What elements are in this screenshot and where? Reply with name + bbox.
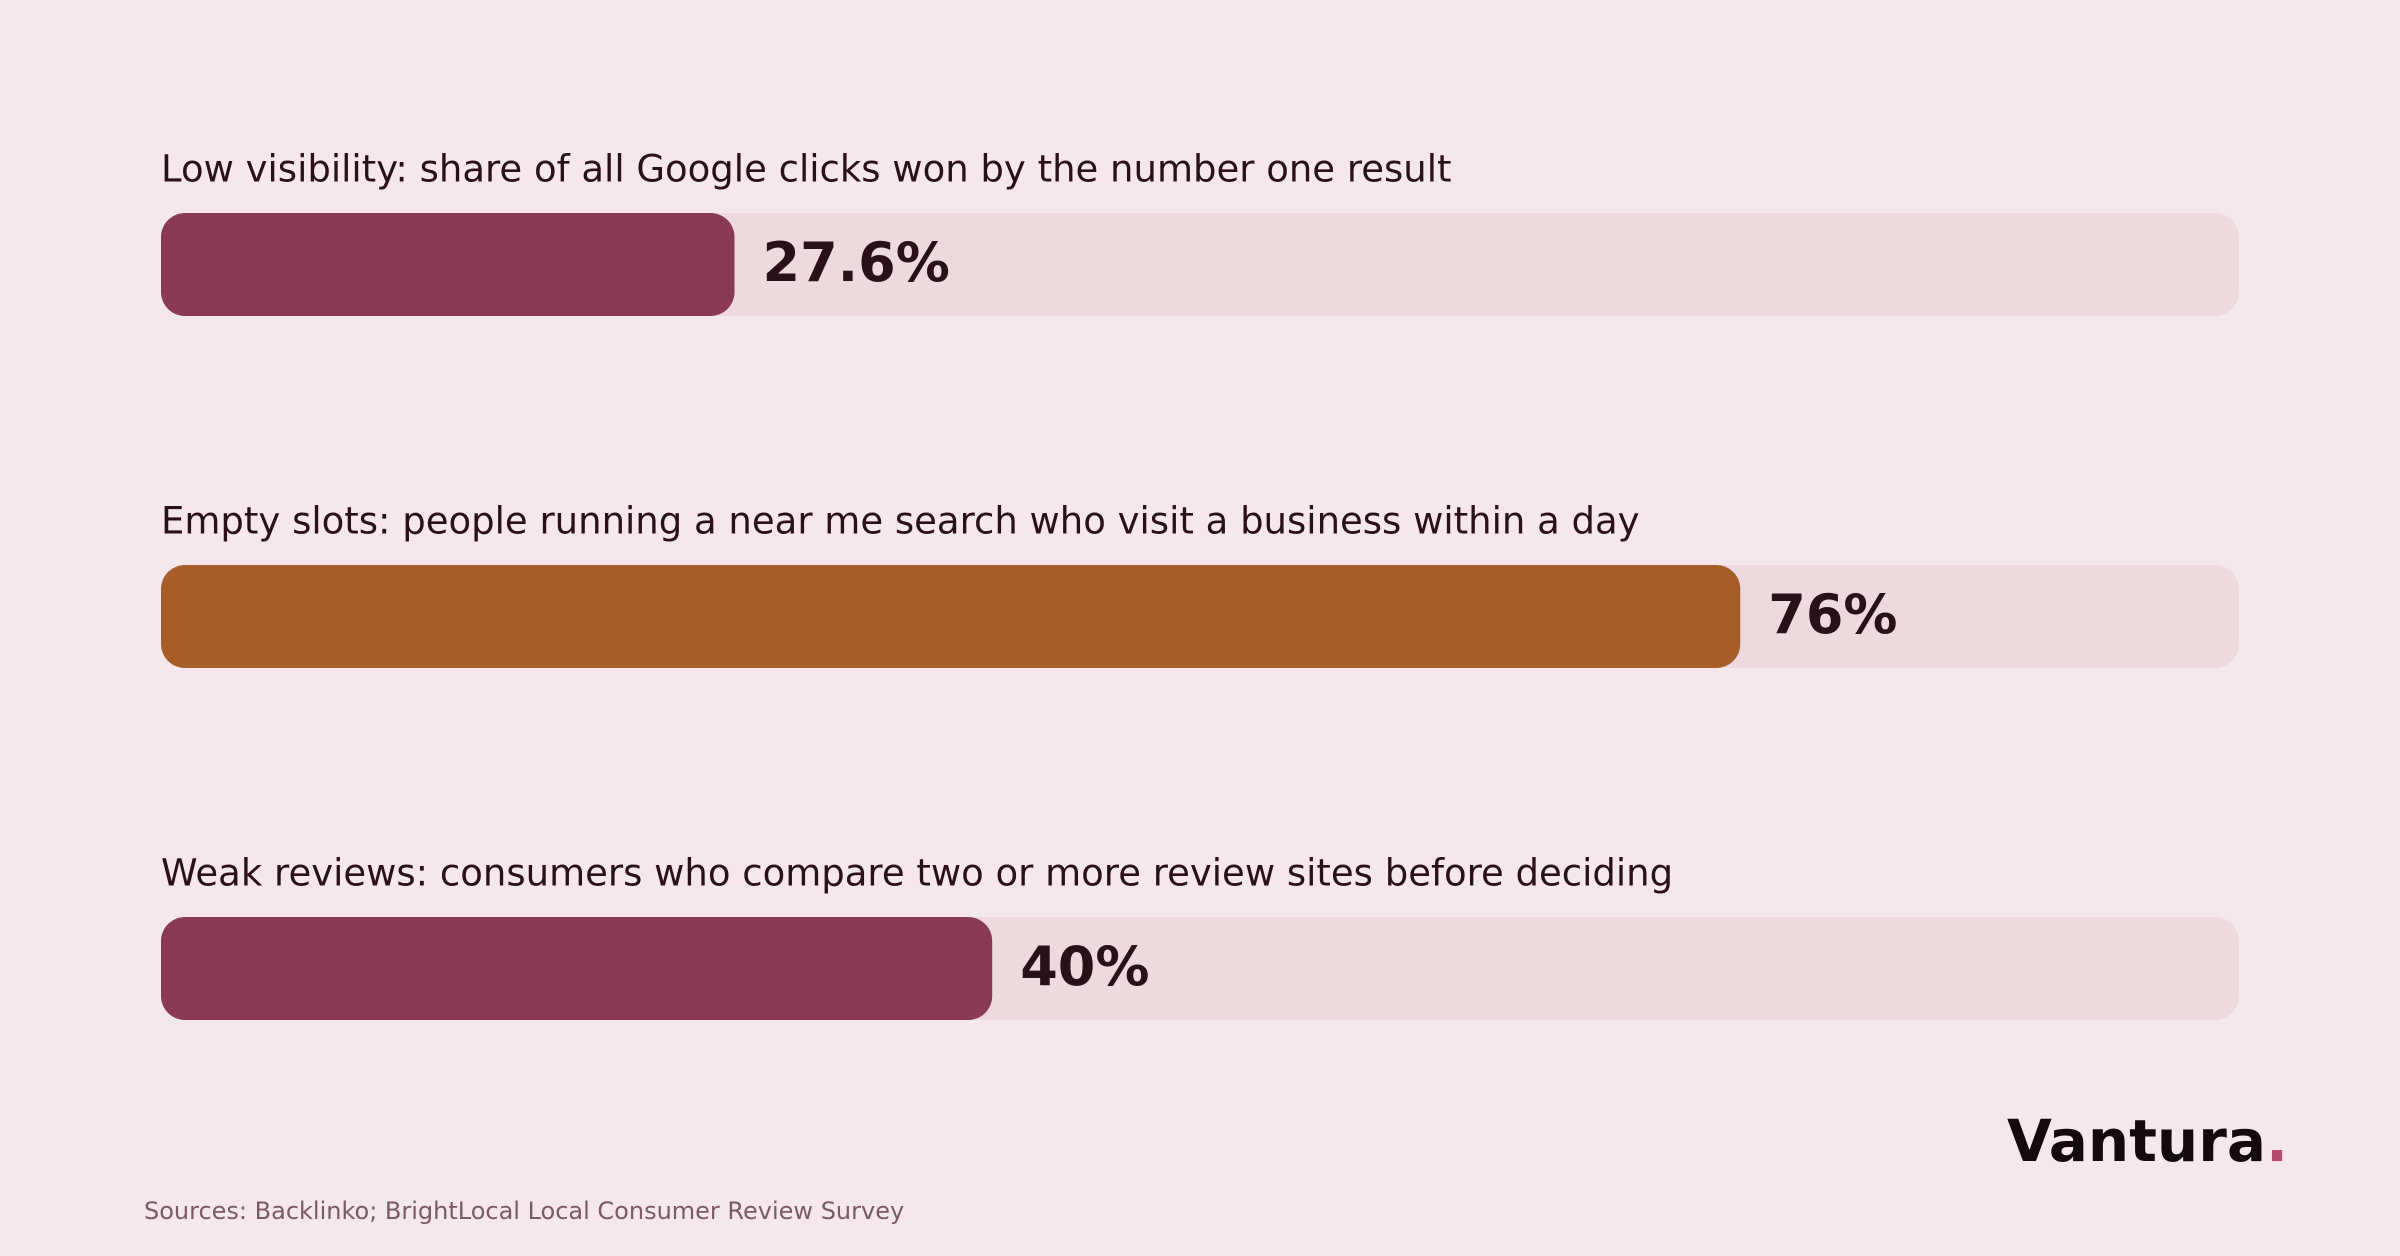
value-label: 40% bbox=[1020, 935, 1149, 998]
brand-dot: . bbox=[2266, 1107, 2288, 1175]
brand: Vantura. bbox=[2007, 1107, 2288, 1175]
category-label: Weak reviews: consumers who compare two … bbox=[161, 852, 1673, 895]
value-label: 27.6% bbox=[763, 231, 950, 294]
bar bbox=[161, 917, 993, 1020]
value-label: 76% bbox=[1768, 583, 1897, 646]
brand-name: Vantura bbox=[2007, 1107, 2266, 1175]
bar bbox=[161, 565, 1741, 668]
category-label: Low visibility: share of all Google clic… bbox=[161, 148, 1452, 191]
source-note: Sources: Backlinko; BrightLocal Local Co… bbox=[144, 1197, 904, 1225]
category-label: Empty slots: people running a near me se… bbox=[161, 500, 1640, 543]
bar bbox=[161, 213, 735, 316]
